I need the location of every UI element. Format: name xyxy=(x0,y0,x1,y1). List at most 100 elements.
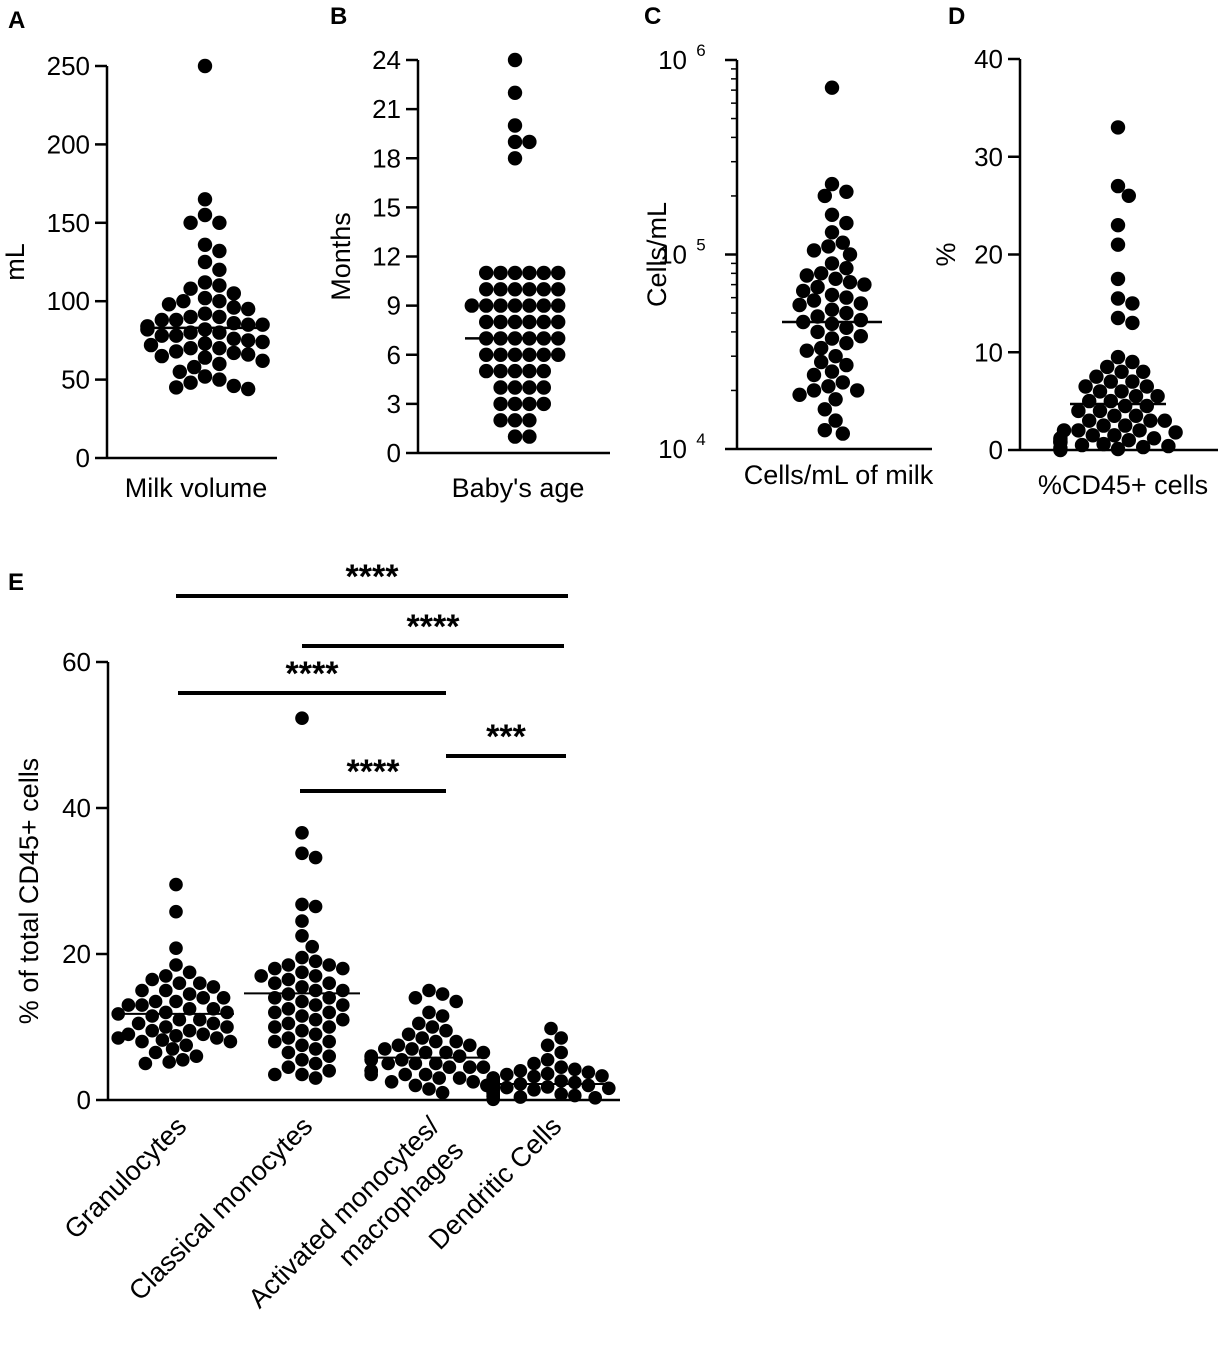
data-point xyxy=(1096,436,1111,452)
data-point xyxy=(1089,369,1104,384)
data-point xyxy=(551,347,566,362)
data-point xyxy=(364,1053,379,1067)
data-point xyxy=(1053,442,1068,458)
data-point xyxy=(308,1042,323,1056)
data-point xyxy=(322,1005,337,1020)
significance-label: **** xyxy=(347,753,401,791)
y-tick-label: 30 xyxy=(974,142,1003,172)
data-point xyxy=(1110,218,1126,233)
data-point xyxy=(220,1005,234,1020)
data-point xyxy=(1128,408,1144,423)
data-point xyxy=(536,380,551,395)
data-point xyxy=(295,965,309,980)
category-label-line: Granulocytes xyxy=(59,1111,193,1245)
data-point xyxy=(522,429,537,444)
data-point xyxy=(429,1034,443,1049)
x-axis-label: Baby's age xyxy=(452,473,585,503)
data-point xyxy=(1125,374,1140,389)
data-point xyxy=(154,348,169,364)
data-point xyxy=(384,1075,399,1089)
data-point xyxy=(155,1033,170,1047)
data-point xyxy=(507,151,523,166)
data-point xyxy=(154,312,169,328)
data-point xyxy=(197,192,213,207)
data-point xyxy=(842,275,858,290)
y-tick-label-base: 10 xyxy=(658,240,687,270)
data-point xyxy=(401,1027,416,1042)
data-point xyxy=(796,283,811,299)
data-point xyxy=(551,282,566,297)
data-point xyxy=(197,290,213,306)
data-point xyxy=(197,322,213,337)
data-point xyxy=(408,991,423,1005)
data-point xyxy=(182,1023,197,1038)
data-point xyxy=(554,1087,568,1101)
data-point xyxy=(507,380,523,395)
y-tick-label-exponent: 5 xyxy=(696,236,705,255)
data-point xyxy=(148,1045,163,1060)
data-point xyxy=(588,1091,602,1105)
y-tick-label: 6 xyxy=(387,340,401,370)
data-point xyxy=(145,1023,159,1038)
data-point xyxy=(364,1067,379,1082)
data-point xyxy=(193,976,207,990)
data-point xyxy=(839,215,854,231)
data-point xyxy=(814,340,829,356)
data-point xyxy=(1150,389,1165,404)
panel-e: E 0 20 40 60 % of total CD45+ cells Granulocyt… xyxy=(8,558,620,1314)
y-tick-label: 9 xyxy=(387,291,401,321)
data-point xyxy=(212,243,227,259)
data-point xyxy=(121,1027,136,1042)
data-point xyxy=(824,225,840,240)
data-point xyxy=(799,343,814,358)
data-point xyxy=(159,983,173,998)
y-tick-label: 60 xyxy=(62,647,91,677)
data-point xyxy=(536,396,551,412)
data-point xyxy=(527,1056,541,1071)
data-point xyxy=(1110,178,1126,194)
data-point xyxy=(513,1090,528,1104)
data-point xyxy=(817,188,832,204)
data-point xyxy=(824,331,840,346)
data-point xyxy=(220,1020,234,1034)
data-point xyxy=(255,353,270,368)
data-point xyxy=(176,294,191,309)
data-point xyxy=(169,328,184,343)
data-point xyxy=(169,1029,183,1043)
data-point xyxy=(169,380,184,395)
data-point xyxy=(507,282,523,297)
data-point xyxy=(595,1069,609,1083)
y-tick-label: 40 xyxy=(62,793,91,823)
data-point xyxy=(507,429,523,444)
data-point xyxy=(268,1034,282,1049)
data-point xyxy=(295,929,309,943)
data-point xyxy=(405,1042,419,1056)
data-point xyxy=(540,1066,555,1081)
data-point xyxy=(493,396,508,412)
data-point xyxy=(193,1012,207,1027)
y-tick-label: 0 xyxy=(989,435,1003,465)
data-point xyxy=(223,1034,238,1049)
data-point xyxy=(418,1045,433,1060)
data-point xyxy=(226,286,241,301)
data-point xyxy=(145,972,159,987)
data-point xyxy=(159,1020,173,1034)
data-point xyxy=(268,1067,282,1082)
data-point xyxy=(568,1075,582,1090)
data-point xyxy=(131,1016,146,1031)
data-point xyxy=(212,278,227,293)
data-point xyxy=(540,1038,555,1053)
data-point xyxy=(522,265,537,281)
data-point xyxy=(196,1027,210,1042)
y-axis-label: % of total CD45+ cells xyxy=(14,758,44,1024)
data-point xyxy=(500,1080,514,1095)
data-point xyxy=(792,297,807,313)
data-point xyxy=(162,1055,176,1069)
data-point xyxy=(226,331,241,346)
data-point xyxy=(322,1064,337,1078)
data-point xyxy=(135,983,149,998)
data-point xyxy=(507,298,523,313)
data-point xyxy=(197,254,213,270)
data-point xyxy=(476,1060,491,1074)
